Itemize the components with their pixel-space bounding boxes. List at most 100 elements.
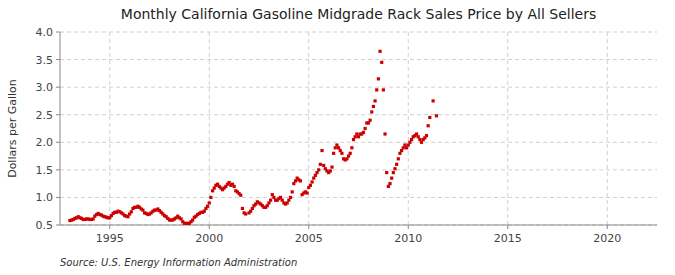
grid-line bbox=[60, 87, 657, 88]
point bbox=[292, 182, 295, 185]
point bbox=[390, 177, 393, 180]
point bbox=[286, 201, 289, 204]
point bbox=[211, 189, 214, 192]
point bbox=[357, 135, 360, 138]
tick-mark bbox=[408, 225, 409, 229]
point bbox=[322, 164, 325, 167]
point bbox=[355, 132, 358, 135]
point bbox=[380, 61, 383, 64]
tick-mark bbox=[56, 142, 60, 143]
point bbox=[369, 119, 372, 122]
point bbox=[362, 131, 365, 134]
point bbox=[310, 180, 313, 183]
point bbox=[425, 134, 428, 137]
point bbox=[345, 157, 348, 160]
point bbox=[287, 199, 290, 202]
point bbox=[349, 152, 352, 155]
point bbox=[213, 186, 216, 189]
point bbox=[370, 110, 373, 113]
grid-line bbox=[60, 114, 657, 115]
point bbox=[294, 179, 297, 182]
point bbox=[244, 212, 247, 215]
point bbox=[367, 121, 370, 124]
title: Monthly California Gasoline Midgrade Rac… bbox=[121, 6, 596, 22]
point bbox=[279, 196, 282, 199]
point bbox=[269, 199, 272, 202]
point bbox=[319, 163, 322, 166]
tick-label: 0.5 bbox=[36, 219, 54, 232]
point bbox=[347, 154, 350, 157]
point bbox=[402, 146, 405, 149]
point bbox=[299, 179, 302, 182]
grid-line bbox=[60, 142, 657, 143]
point bbox=[383, 132, 386, 135]
tick-label: 3.0 bbox=[36, 81, 54, 94]
point bbox=[395, 163, 398, 166]
point bbox=[305, 191, 308, 194]
point bbox=[350, 146, 353, 149]
point bbox=[291, 190, 294, 193]
grid-line bbox=[408, 32, 409, 225]
point bbox=[354, 135, 357, 138]
point bbox=[309, 184, 312, 187]
tick-label: 2010 bbox=[394, 232, 422, 245]
tick-mark bbox=[56, 32, 60, 33]
point bbox=[405, 146, 408, 149]
grid-line bbox=[507, 32, 508, 225]
axes: 0.51.01.52.02.53.03.54.01995200020052010… bbox=[36, 26, 658, 245]
tick-mark bbox=[56, 87, 60, 88]
points bbox=[68, 50, 438, 225]
grid-line bbox=[60, 197, 657, 198]
point bbox=[372, 105, 375, 108]
grid-line bbox=[60, 59, 657, 60]
tick-mark bbox=[308, 225, 309, 229]
tick-label: 1.5 bbox=[36, 164, 54, 177]
tick-label: 4.0 bbox=[36, 26, 54, 39]
y-axis-line bbox=[60, 32, 61, 225]
tick-mark bbox=[56, 59, 60, 60]
point bbox=[179, 217, 182, 220]
point bbox=[203, 210, 206, 213]
tick-label: 1.0 bbox=[36, 191, 54, 204]
point bbox=[251, 207, 254, 210]
tick-mark bbox=[56, 225, 60, 226]
point bbox=[130, 210, 133, 213]
point bbox=[339, 149, 342, 152]
grid-line bbox=[60, 32, 657, 33]
point bbox=[317, 168, 320, 171]
point bbox=[249, 210, 252, 213]
grid-line bbox=[308, 32, 309, 225]
point bbox=[435, 114, 438, 117]
grid-line bbox=[60, 169, 657, 170]
point bbox=[334, 146, 337, 149]
grid-line bbox=[607, 32, 608, 225]
point bbox=[407, 143, 410, 146]
point bbox=[428, 116, 431, 119]
point bbox=[415, 132, 418, 135]
chart: Monthly California Gasoline Midgrade Rac… bbox=[0, 0, 675, 275]
tick-mark bbox=[507, 225, 508, 229]
point bbox=[375, 88, 378, 91]
tick-label: 1995 bbox=[96, 232, 124, 245]
point bbox=[400, 149, 403, 152]
point bbox=[410, 138, 413, 141]
point bbox=[392, 171, 395, 174]
tick-label: 2020 bbox=[593, 232, 621, 245]
point bbox=[289, 196, 292, 199]
point bbox=[271, 193, 274, 196]
tick-label: 2.0 bbox=[36, 136, 54, 149]
point bbox=[239, 194, 242, 197]
tick-mark bbox=[209, 225, 210, 229]
point bbox=[432, 99, 435, 102]
point bbox=[141, 209, 144, 212]
tick-mark bbox=[56, 197, 60, 198]
grid-line bbox=[60, 225, 657, 226]
point bbox=[337, 146, 340, 149]
point bbox=[315, 171, 318, 174]
tick-label: 3.5 bbox=[36, 54, 54, 67]
point bbox=[397, 157, 400, 160]
tick-mark bbox=[56, 114, 60, 115]
tick-label: 2005 bbox=[295, 232, 323, 245]
tick-mark bbox=[56, 169, 60, 170]
point bbox=[393, 167, 396, 170]
